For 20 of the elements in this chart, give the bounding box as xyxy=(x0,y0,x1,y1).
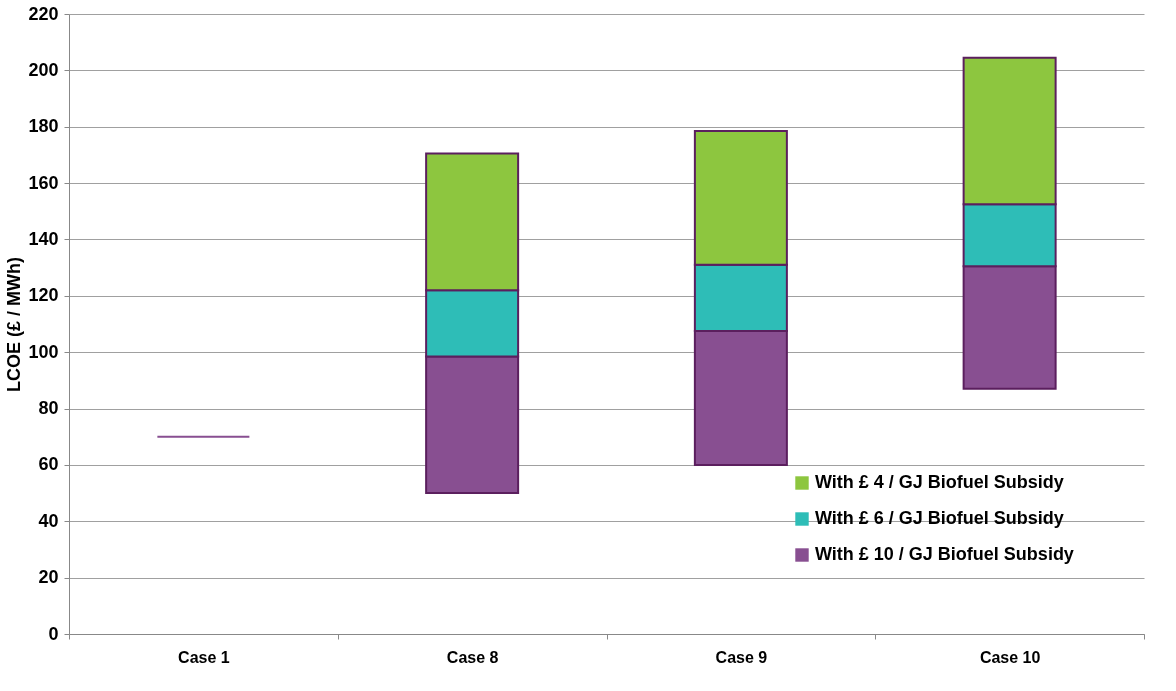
y-tick-label: 100 xyxy=(28,341,59,362)
y-tick-label: 20 xyxy=(38,567,59,588)
x-tick-label: Case 9 xyxy=(715,648,768,666)
y-tick-label: 180 xyxy=(28,116,59,137)
y-tick-label: 200 xyxy=(28,59,59,80)
y-tick-label: 140 xyxy=(28,228,59,249)
y-tick-label: 120 xyxy=(28,285,59,306)
y-tick-label: 160 xyxy=(28,172,59,193)
y-tick-label: 80 xyxy=(38,398,59,419)
y-tick-label: 220 xyxy=(28,3,59,24)
y-tick-label: 0 xyxy=(48,623,59,644)
y-tick-label: 40 xyxy=(38,510,59,531)
y-tick-label: 60 xyxy=(38,454,59,475)
legend-label: With £ 6 / GJ Biofuel Subsidy xyxy=(815,508,1064,528)
x-tick-label: Case 8 xyxy=(446,648,499,666)
x-tick-label: Case 10 xyxy=(979,648,1041,666)
y-axis-title: LCOE (£ / MWh) xyxy=(4,257,25,392)
legend-label: With £ 4 / GJ Biofuel Subsidy xyxy=(815,472,1064,492)
x-tick-label: Case 1 xyxy=(178,648,230,666)
legend-label: With £ 10 / GJ Biofuel Subsidy xyxy=(815,544,1074,564)
